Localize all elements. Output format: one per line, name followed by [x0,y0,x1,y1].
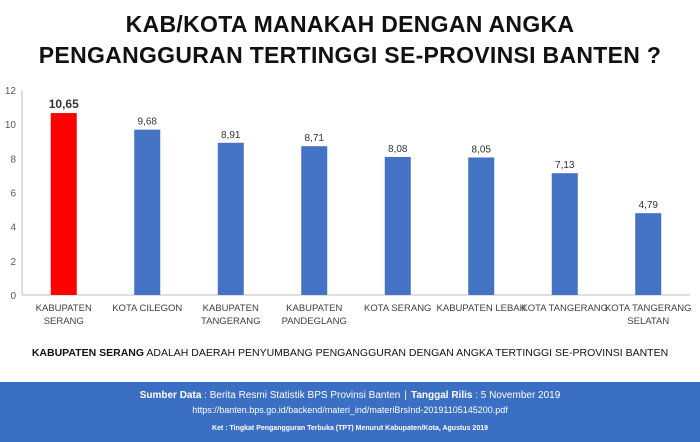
source-url: https://banten.bps.go.id/backend/materi_… [192,405,508,415]
y-tick-label-5: 10 [5,120,17,131]
category-label-0-1: SERANG [44,316,84,327]
category-label-2-0: KABUPATEN [203,303,259,314]
source-line: Sumber Data : Berita Resmi Statistik BPS… [0,390,700,401]
note-text: ADALAH DAERAH PENYUMBANG PENGANGGURAN DE… [144,347,669,359]
source-value: : Berita Resmi Statistik BPS Provinsi Ba… [201,390,401,401]
bar-5 [468,157,495,295]
bar-7 [635,213,662,295]
category-label-7-1: SELATAN [627,316,669,327]
category-label-2-1: TANGERANG [201,316,260,327]
footnote: Ket : Tingkat Pengangguran Terbuka (TPT)… [211,425,488,432]
data-label-4: 8,08 [388,144,408,155]
data-label-0: 10,65 [49,97,79,111]
data-label-3: 8,71 [305,133,325,144]
bar-2 [217,142,244,295]
category-label-0-0: KABUPATEN [36,303,92,314]
title-line-2: PENGANGGURAN TERTINGGI SE-PROVINSI BANTE… [38,42,662,68]
footer-separator: | [404,390,407,401]
release-value: : 5 November 2019 [472,390,561,401]
release-label: Tanggal Rilis [410,390,473,401]
category-label-6-0: KOTA TANGERANG [521,303,608,314]
category-label-3-1: PANDEGLANG [282,316,347,327]
note-highlight: KABUPATEN SERANG [31,347,145,359]
category-label-5-0: KABUPATEN LEBAK [437,303,527,314]
source-label: Sumber Data [139,390,202,401]
y-tick-label-1: 2 [10,257,16,268]
y-tick-label-2: 4 [10,223,16,234]
bar-3 [301,146,328,295]
category-label-7-0: KOTA TANGERANG [605,303,692,314]
y-tick-label-3: 6 [10,189,16,200]
chart-note: KABUPATEN SERANG ADALAH DAERAH PENYUMBAN… [0,347,700,359]
data-label-7: 4,79 [639,200,659,211]
title-line-1: KAB/KOTA MANAKAH DENGAN ANGKA [125,11,575,37]
y-tick-label-4: 8 [10,154,16,165]
bar-chart: 0 2 4 6 8 10 12 10,65 KABUPATEN SERANG 9,68 KOTA CI… [5,86,692,327]
bar-0 [50,113,77,295]
data-label-6: 7,13 [555,160,575,171]
category-label-3-0: KABUPATEN [286,303,342,314]
footer-banner: Sumber Data : Berita Resmi Statistik BPS… [0,382,700,442]
data-label-1: 9,68 [138,117,158,128]
bar-1 [134,129,161,295]
category-label-1-0: KOTA CILEGON [112,303,182,314]
y-tick-label-6: 12 [5,86,17,97]
bar-4 [384,156,411,295]
y-tick-label-0: 0 [10,291,16,302]
data-label-2: 8,91 [221,130,241,141]
bar-6 [551,173,578,295]
category-label-4-0: KOTA SERANG [364,303,431,314]
data-label-5: 8,05 [472,144,492,155]
